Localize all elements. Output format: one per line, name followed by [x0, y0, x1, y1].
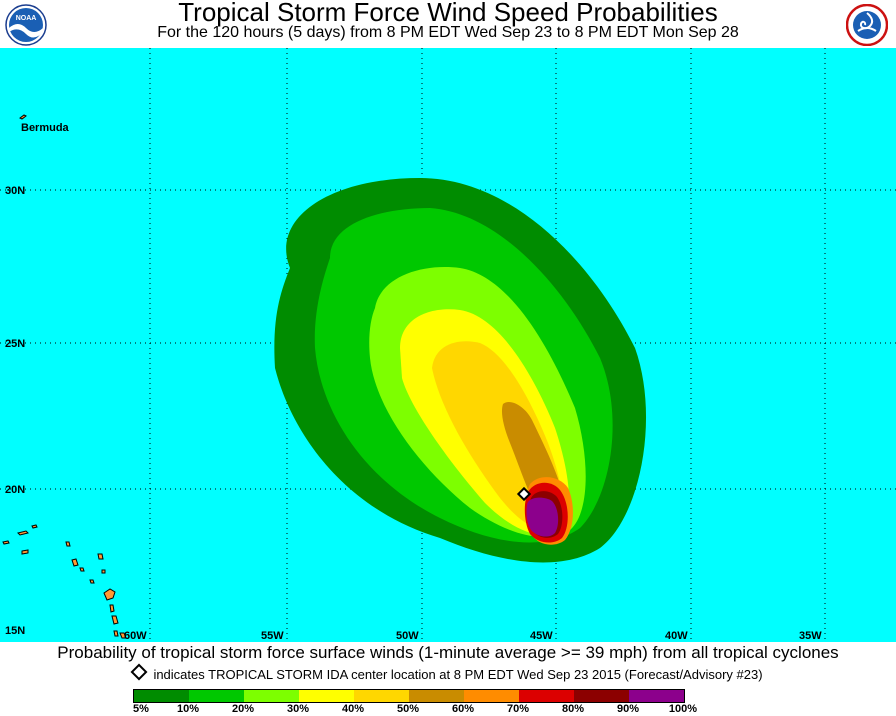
colorbar-swatch-80-90 [574, 690, 629, 702]
contour-90-100 [526, 497, 559, 537]
island-small-5 [65, 541, 71, 547]
colorbar-label-10: 10% [176, 703, 200, 715]
island-small-1 [2, 540, 10, 545]
island-st-lucia [113, 630, 119, 637]
header: NOAA Tropical Storm Force Wind Speed Pro… [0, 0, 896, 48]
colorbar-swatch-30-40 [299, 690, 354, 702]
island-small-8 [97, 553, 104, 560]
colorbar-label-20: 20% [231, 703, 255, 715]
bermuda-island [19, 114, 27, 120]
island-small-4 [21, 549, 29, 555]
storm-center-marker [516, 486, 532, 502]
island-martinique [111, 615, 119, 625]
place-label-bermuda: Bermuda [21, 122, 70, 134]
colorbar-label-50: 50% [396, 703, 420, 715]
map-subtitle: For the 120 hours (5 days) from 8 PM EDT… [157, 24, 739, 41]
island-barbados [119, 632, 127, 639]
colorbar-swatch-70-80 [519, 690, 574, 702]
land-masses [2, 114, 127, 639]
island-dominica [109, 604, 115, 613]
map-labels: Bermuda 30N 25N 20N 15N 60W 55W 50W 45W … [5, 122, 822, 642]
colorbar-labels: 5% 10% 20% 30% 40% 50% 60% 70% 80% 90% 1… [0, 703, 896, 716]
storm-location-note: indicates TROPICAL STORM IDA center loca… [0, 663, 896, 684]
colorbar-swatch-20-30 [244, 690, 299, 702]
island-small-2 [17, 530, 29, 536]
island-small-9 [101, 569, 106, 574]
colorbar-label-5: 5% [133, 703, 149, 715]
lat-label-25n: 25N [5, 338, 25, 350]
colorbar-label-40: 40% [341, 703, 365, 715]
colorbar-swatch-10-20 [189, 690, 244, 702]
island-small-7 [79, 567, 85, 572]
colorbar-label-90: 90% [616, 703, 640, 715]
probability-map: Bermuda 30N 25N 20N 15N 60W 55W 50W 45W … [0, 48, 896, 642]
lon-label-40w: 40W [665, 630, 688, 642]
colorbar-label-70: 70% [506, 703, 530, 715]
lon-label-55w: 55W [261, 630, 284, 642]
probability-contours [274, 178, 647, 563]
colorbar-label-100: 100% [668, 703, 698, 715]
lon-label-35w: 35W [799, 630, 822, 642]
lat-label-15n: 15N [5, 625, 25, 637]
lat-label-30n: 30N [5, 185, 25, 197]
colorbar-label-80: 80% [561, 703, 585, 715]
nws-logo-icon [846, 4, 888, 46]
colorbar-label-30: 30% [286, 703, 310, 715]
colorbar-label-60: 60% [451, 703, 475, 715]
colorbar-swatch-40-50 [354, 690, 409, 702]
island-guadeloupe [103, 588, 116, 601]
island-small-6 [71, 558, 79, 567]
colorbar-swatch-5-10 [134, 690, 189, 702]
colorbar-swatch-90-100 [629, 690, 684, 702]
lon-label-50w: 50W [396, 630, 419, 642]
island-small-3 [31, 524, 38, 529]
map-caption: Probability of tropical storm force surf… [57, 643, 839, 662]
lon-label-60w: 60W [124, 630, 147, 642]
storm-location-note-text: indicates TROPICAL STORM IDA center loca… [153, 667, 763, 682]
colorbar-swatch-60-70 [464, 690, 519, 702]
probability-colorbar [133, 689, 685, 703]
diamond-marker-icon [130, 663, 148, 681]
noaa-logo-text: NOAA [16, 15, 37, 22]
island-small-10 [89, 579, 95, 584]
map-title: Tropical Storm Force Wind Speed Probabil… [178, 0, 718, 27]
noaa-logo-icon: NOAA [5, 4, 47, 46]
lat-label-20n: 20N [5, 484, 25, 496]
colorbar-swatch-50-60 [409, 690, 464, 702]
lon-label-45w: 45W [530, 630, 553, 642]
